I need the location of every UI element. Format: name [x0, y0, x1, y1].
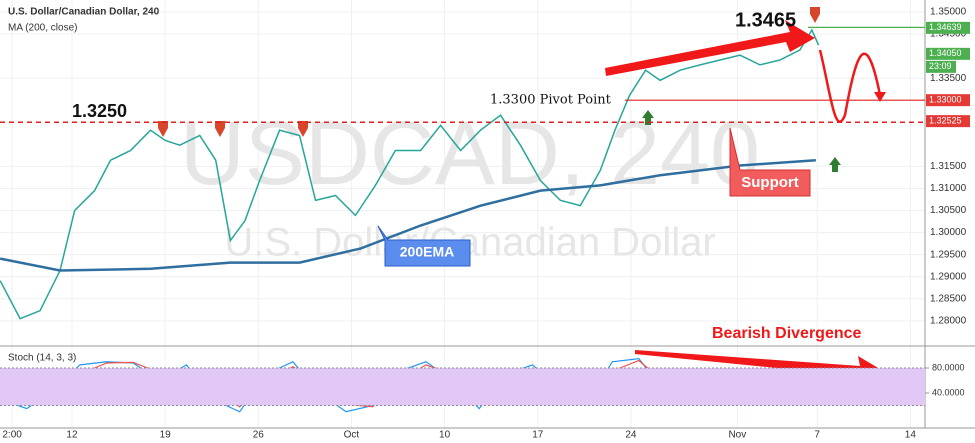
curve-arrow: [818, 49, 882, 123]
arrow-head: [874, 92, 886, 102]
y-tick-label: 1.31500: [930, 161, 967, 172]
price-tag: [926, 94, 970, 107]
y-tick-label: 1.29000: [930, 271, 967, 282]
price-line: [0, 28, 820, 320]
x-tick-label: 24: [625, 430, 637, 441]
x-tick-label: 12: [66, 430, 78, 441]
price-tag-label: 1.34639: [929, 22, 962, 32]
x-tick-label: 10: [439, 430, 451, 441]
y-tick-label: 1.30000: [930, 227, 967, 238]
pivot-label: 1.3300 Pivot Point: [490, 93, 612, 108]
y-tick-label: 1.29500: [930, 249, 967, 260]
price-tag: [926, 47, 970, 60]
price-tag: [926, 21, 970, 34]
time-tag-label: 23:09: [929, 61, 952, 71]
ema-box: [377, 225, 471, 267]
stoch-title: Stoch (14, 3, 3): [8, 353, 76, 364]
x-tick-label: Oct: [344, 430, 360, 441]
x-tick-label: 19: [160, 430, 172, 441]
x-tick-label: 14: [905, 430, 917, 441]
high-label: 1.3465: [735, 10, 796, 32]
y-tick-label: 1.35000: [930, 7, 967, 18]
ema-label: 200EMA: [400, 244, 454, 260]
price-tag-label: 1.34050: [929, 48, 962, 58]
x-tick-label: 2:00: [2, 430, 22, 441]
chart-title: U.S. Dollar/Canadian Dollar, 240: [8, 7, 160, 18]
stoch-tick-label: 80.0000: [932, 362, 965, 372]
time-tag: [926, 60, 956, 73]
y-tick-label: 1.28500: [930, 293, 967, 304]
watermark: USDCAD, 240: [180, 104, 760, 204]
y-tick-label: 1.28000: [930, 315, 967, 326]
x-tick-label: 26: [253, 430, 265, 441]
price-tag: [926, 115, 970, 128]
y-tick-label: 1.30500: [930, 205, 967, 216]
support-label: Support: [741, 174, 799, 191]
resistance-label: 1.3250: [72, 101, 127, 121]
stoch-band: [0, 368, 925, 406]
stoch-tick-label: 40.0000: [932, 387, 965, 397]
x-tick-label: 17: [532, 430, 544, 441]
y-tick-label: 1.31000: [930, 183, 967, 194]
price-tag-label: 1.33000: [929, 95, 962, 105]
price-tag-label: 1.32525: [929, 116, 962, 126]
y-tick-label: 1.33500: [930, 73, 967, 84]
y-tick-label: 1.34500: [930, 29, 967, 40]
trend-arrow: [605, 20, 815, 76]
divergence-arrow: [635, 350, 885, 388]
x-tick-label: Nov: [728, 430, 746, 441]
ema-line: [0, 158, 816, 272]
divergence-label: Bearish Divergence: [712, 325, 862, 342]
support-box: [729, 127, 811, 197]
x-tick-label: 7: [814, 430, 820, 441]
subtitle: MA (200, close): [8, 23, 77, 34]
